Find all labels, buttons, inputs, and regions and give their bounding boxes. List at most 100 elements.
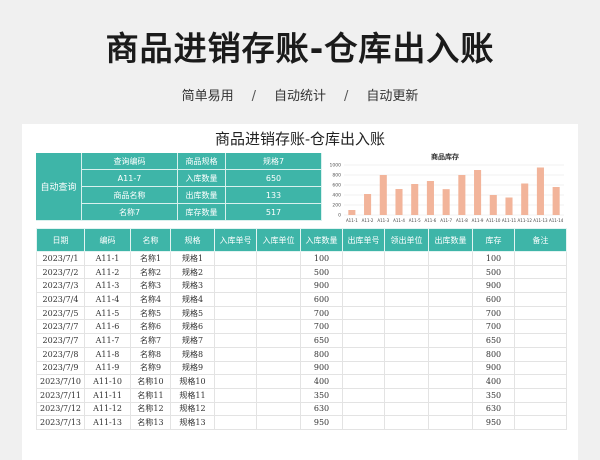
table-cell[interactable] <box>384 264 429 280</box>
table-cell[interactable]: 名称11 <box>130 387 171 403</box>
table-cell[interactable]: 名称1 <box>130 251 171 266</box>
table-cell[interactable]: 500 <box>472 264 515 280</box>
table-cell[interactable] <box>384 415 429 430</box>
table-cell[interactable] <box>256 374 301 389</box>
table-cell[interactable] <box>384 346 429 362</box>
table-cell[interactable]: 950 <box>472 415 515 430</box>
table-cell[interactable] <box>384 305 429 321</box>
table-cell[interactable]: A11-6 <box>84 319 131 335</box>
table-cell[interactable] <box>384 401 429 417</box>
table-cell[interactable] <box>342 401 385 417</box>
table-cell[interactable]: 2023/7/12 <box>36 401 85 417</box>
table-cell[interactable]: 名称9 <box>130 360 171 376</box>
table-cell[interactable] <box>256 401 301 417</box>
table-cell[interactable] <box>214 278 257 294</box>
table-cell[interactable] <box>428 319 473 335</box>
table-cell[interactable] <box>256 264 301 280</box>
table-cell[interactable] <box>428 292 473 307</box>
table-cell[interactable]: 2023/7/10 <box>36 374 85 389</box>
table-cell[interactable] <box>256 415 301 430</box>
table-cell[interactable] <box>342 374 385 389</box>
table-cell[interactable]: A11-5 <box>84 305 131 321</box>
table-cell[interactable] <box>514 319 567 335</box>
table-cell[interactable] <box>514 264 567 280</box>
table-cell[interactable] <box>342 360 385 376</box>
table-cell[interactable] <box>384 387 429 403</box>
table-cell[interactable]: 800 <box>472 346 515 362</box>
table-cell[interactable]: 2023/7/2 <box>36 264 85 280</box>
table-cell[interactable]: 650 <box>300 333 343 348</box>
table-cell[interactable] <box>514 374 567 389</box>
table-cell[interactable]: 100 <box>472 251 515 266</box>
table-cell[interactable] <box>428 251 473 266</box>
table-cell[interactable] <box>428 360 473 376</box>
table-cell[interactable] <box>428 264 473 280</box>
table-cell[interactable]: 600 <box>300 292 343 307</box>
table-cell[interactable]: 规格10 <box>170 374 215 389</box>
table-cell[interactable]: 900 <box>472 278 515 294</box>
table-cell[interactable]: 名称4 <box>130 292 171 307</box>
table-cell[interactable]: 规格7 <box>170 333 215 348</box>
table-cell[interactable] <box>514 333 567 348</box>
table-cell[interactable]: A11-11 <box>84 387 131 403</box>
table-cell[interactable] <box>384 319 429 335</box>
table-cell[interactable]: 650 <box>472 333 515 348</box>
table-cell[interactable] <box>514 387 567 403</box>
table-cell[interactable]: 2023/7/4 <box>36 292 85 307</box>
query-code-input[interactable]: A11-7 <box>82 170 178 187</box>
table-cell[interactable] <box>342 305 385 321</box>
table-cell[interactable]: 名称6 <box>130 319 171 335</box>
table-cell[interactable] <box>342 278 385 294</box>
table-cell[interactable]: A11-2 <box>84 264 131 280</box>
table-cell[interactable]: 700 <box>472 305 515 321</box>
table-cell[interactable] <box>514 305 567 321</box>
table-cell[interactable] <box>214 401 257 417</box>
table-cell[interactable] <box>342 387 385 403</box>
table-cell[interactable] <box>428 333 473 348</box>
table-cell[interactable] <box>256 278 301 294</box>
table-cell[interactable] <box>342 292 385 307</box>
table-cell[interactable] <box>514 415 567 430</box>
table-cell[interactable]: 2023/7/8 <box>36 346 85 362</box>
table-cell[interactable]: 规格9 <box>170 360 215 376</box>
table-cell[interactable]: A11-12 <box>84 401 131 417</box>
table-cell[interactable] <box>342 346 385 362</box>
table-cell[interactable]: 2023/7/9 <box>36 360 85 376</box>
table-cell[interactable] <box>342 415 385 430</box>
table-cell[interactable]: 630 <box>300 401 343 417</box>
table-cell[interactable]: 700 <box>472 319 515 335</box>
table-cell[interactable]: A11-13 <box>84 415 131 430</box>
table-cell[interactable]: 900 <box>472 360 515 376</box>
table-cell[interactable]: 规格13 <box>170 415 215 430</box>
table-cell[interactable] <box>214 415 257 430</box>
table-cell[interactable] <box>256 251 301 266</box>
table-cell[interactable] <box>384 278 429 294</box>
table-cell[interactable]: 名称7 <box>130 333 171 348</box>
table-cell[interactable]: A11-3 <box>84 278 131 294</box>
table-cell[interactable]: 400 <box>472 374 515 389</box>
table-cell[interactable] <box>428 387 473 403</box>
table-cell[interactable]: 2023/7/13 <box>36 415 85 430</box>
table-cell[interactable]: 700 <box>300 305 343 321</box>
table-cell[interactable] <box>214 264 257 280</box>
table-cell[interactable] <box>256 319 301 335</box>
table-cell[interactable]: 2023/7/11 <box>36 387 85 403</box>
table-cell[interactable] <box>514 401 567 417</box>
table-cell[interactable] <box>342 264 385 280</box>
table-cell[interactable] <box>256 333 301 348</box>
table-cell[interactable]: 规格5 <box>170 305 215 321</box>
table-cell[interactable] <box>214 374 257 389</box>
table-cell[interactable] <box>428 415 473 430</box>
table-cell[interactable] <box>214 387 257 403</box>
table-cell[interactable]: 630 <box>472 401 515 417</box>
table-cell[interactable]: A11-7 <box>84 333 131 348</box>
table-cell[interactable] <box>214 346 257 362</box>
table-cell[interactable] <box>428 346 473 362</box>
table-cell[interactable] <box>256 360 301 376</box>
table-cell[interactable]: 名称10 <box>130 374 171 389</box>
table-cell[interactable]: 900 <box>300 278 343 294</box>
table-cell[interactable]: 350 <box>472 387 515 403</box>
table-cell[interactable] <box>428 305 473 321</box>
table-cell[interactable] <box>256 387 301 403</box>
table-cell[interactable] <box>214 319 257 335</box>
